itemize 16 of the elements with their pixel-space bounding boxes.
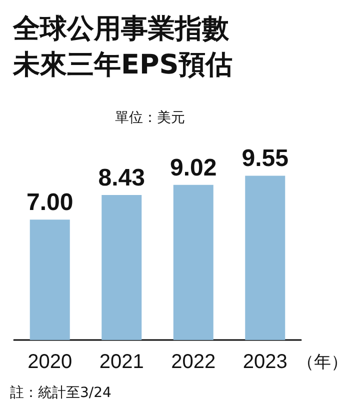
bar bbox=[30, 220, 70, 340]
data-label: 9.02 bbox=[170, 154, 217, 182]
x-tick-label: 2022 bbox=[171, 351, 216, 373]
x-tick-label: 2021 bbox=[99, 351, 144, 373]
x-tick-label: 2020 bbox=[28, 351, 72, 373]
data-label: 7.00 bbox=[26, 189, 74, 216]
chart-subtitle: 單位：美元 bbox=[115, 110, 185, 126]
data-label: 8.43 bbox=[98, 164, 145, 192]
bar bbox=[173, 184, 214, 340]
data-label: 9.55 bbox=[242, 145, 288, 172]
text: 註：統計至3/24 bbox=[10, 385, 112, 401]
x-axis-title: （年） bbox=[297, 352, 348, 372]
chart-title: 全球公用事業指數未來三年EPS預估 bbox=[12, 14, 233, 80]
bar bbox=[102, 195, 142, 340]
x-tick-label: 2023 bbox=[242, 351, 288, 373]
bar bbox=[245, 176, 286, 340]
